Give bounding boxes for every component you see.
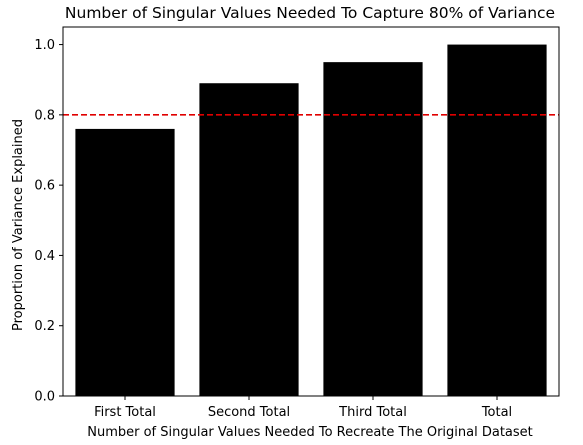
- bar-1: [75, 128, 175, 396]
- x-axis-label: Number of Singular Values Needed To Recr…: [87, 425, 533, 440]
- y-tick-label-6: 1.0: [34, 38, 55, 53]
- x-tick-label-4: Total: [481, 405, 512, 420]
- bar-3: [323, 62, 423, 396]
- x-axis: First Total Second Total Third Total Total: [94, 396, 512, 420]
- y-axis: 0.0 0.2 0.4 0.6 0.8 1.0: [34, 38, 63, 405]
- bar-4: [447, 44, 547, 396]
- y-tick-label-1: 0.0: [34, 390, 55, 405]
- bars-group: [75, 44, 547, 396]
- y-tick-label-2: 0.2: [34, 319, 55, 334]
- x-tick-label-2: Second Total: [208, 405, 290, 420]
- y-tick-label-5: 0.8: [34, 108, 55, 123]
- plot-frame: [62, 26, 560, 397]
- x-tick-label-1: First Total: [94, 405, 156, 420]
- x-tick-label-3: Third Total: [338, 405, 407, 420]
- chart-title: Number of Singular Values Needed To Capt…: [65, 4, 555, 22]
- y-tick-label-3: 0.4: [34, 249, 55, 264]
- y-axis-label: Proportion of Variance Explained: [11, 119, 26, 331]
- y-tick-label-4: 0.6: [34, 179, 55, 194]
- bar-2: [199, 83, 299, 396]
